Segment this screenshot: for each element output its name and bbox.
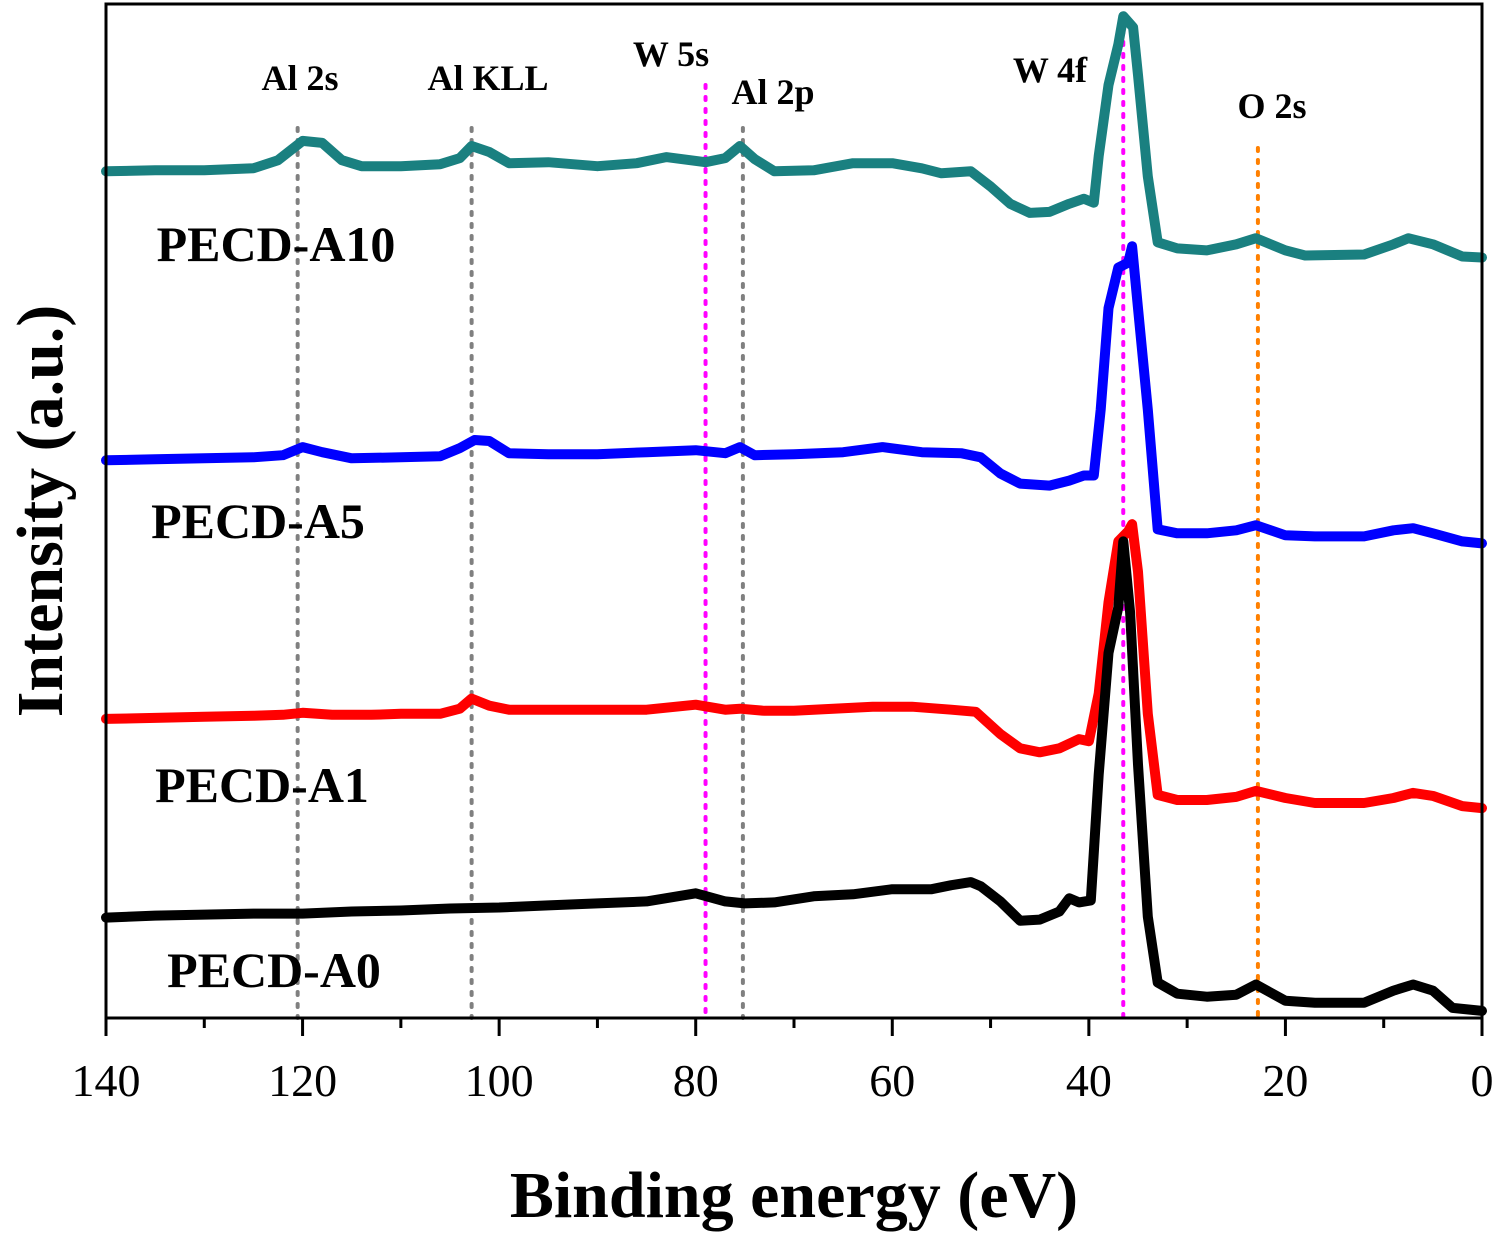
- x-tick-label-7: 0: [1471, 1055, 1494, 1106]
- series-label-1: PECD-A5: [151, 493, 365, 549]
- series-lines: [101, 11, 1487, 1016]
- series-label-3: PECD-A0: [167, 942, 381, 998]
- series-line-2: [101, 519, 1487, 814]
- text-labels: Al 2s Al KLL W 5s Al 2p W 4f O 2s PECD-A10 PECD…: [151, 34, 1306, 998]
- x-tick-label-6: 20: [1262, 1055, 1308, 1106]
- reference-lines: [295, 28, 1260, 1020]
- peak-label-2: W 5s: [633, 34, 709, 74]
- x-tick-label-5: 40: [1066, 1055, 1112, 1106]
- peak-label-1: Al KLL: [427, 58, 548, 98]
- x-axis-ticks: 140 120 100 80 60 40 20 0: [72, 1018, 1494, 1106]
- y-axis-title: Intensity (a.u.): [4, 305, 77, 718]
- series-line-1: [101, 241, 1487, 549]
- series-line-0: [101, 11, 1487, 263]
- peak-label-3: Al 2p: [731, 72, 814, 112]
- x-axis-title: Binding energy (eV): [510, 1159, 1078, 1232]
- x-tick-label-4: 60: [869, 1055, 915, 1106]
- x-tick-label-0: 140: [72, 1055, 141, 1106]
- x-tick-label-3: 80: [673, 1055, 719, 1106]
- x-tick-label-2: 100: [465, 1055, 534, 1106]
- peak-label-0: Al 2s: [261, 58, 338, 98]
- series-label-2: PECD-A1: [155, 757, 369, 813]
- series-line-3: [101, 536, 1487, 1016]
- peak-label-5: O 2s: [1237, 86, 1306, 126]
- x-tick-label-1: 120: [268, 1055, 337, 1106]
- series-label-0: PECD-A10: [157, 216, 396, 272]
- peak-label-4: W 4f: [1013, 50, 1088, 90]
